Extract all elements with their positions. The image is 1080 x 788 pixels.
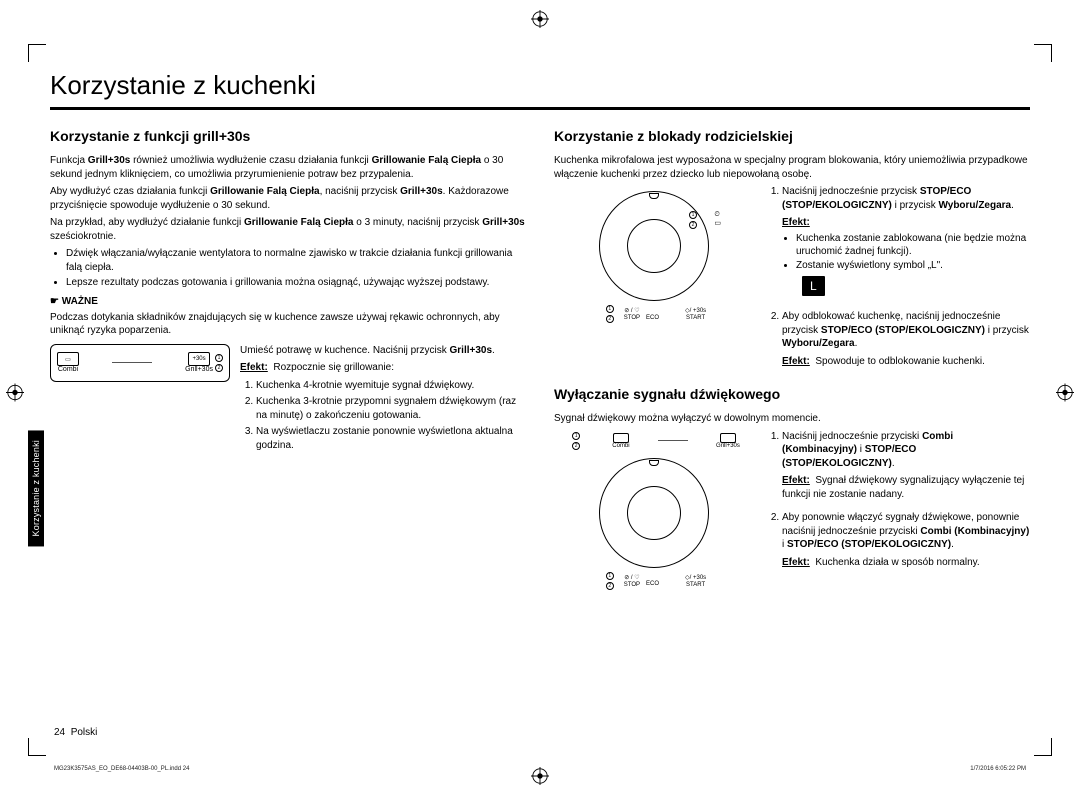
paragraph: Sygnał dźwiękowy można wyłączyć w dowoln… xyxy=(554,412,1030,426)
list-item: Lepsze rezultaty podczas gotowania i gri… xyxy=(66,276,526,290)
bullet-list: Dźwięk włączania/wyłączanie wentylatora … xyxy=(50,247,526,290)
footer-filename: MG23K3575AS_EO_DE68-04403B-00_PL.indd 24 xyxy=(54,766,189,772)
list-item: Kuchenka 4-krotnie wyemituje sygnał dźwi… xyxy=(256,379,526,393)
display-symbol-chip: L xyxy=(802,276,825,296)
step-item: Aby odblokować kuchenkę, naciśnij jednoc… xyxy=(782,310,1030,368)
right-column: Korzystanie z blokady rodzicielskiej Kuc… xyxy=(554,128,1030,590)
step-item: Naciśnij jednocześnie przycisk STOP/ECO … xyxy=(782,185,1030,300)
list-item: Zostanie wyświetlony symbol „L". xyxy=(796,259,1030,273)
step-item: Aby ponownie włączyć sygnały dźwiękowe, … xyxy=(782,511,1030,569)
crop-mark xyxy=(1034,738,1052,756)
dial-illustration-lock: 12 ⏲▭ 12 ⊘ / ♡STOP ECO ◇/ +30sSTART xyxy=(554,185,754,323)
crop-mark xyxy=(28,44,46,62)
paragraph: Na przykład, aby wydłużyć działanie funk… xyxy=(50,216,526,243)
crop-mark xyxy=(28,738,46,756)
section-heading-grill30s: Korzystanie z funkcji grill+30s xyxy=(50,128,526,144)
left-column: Korzystanie z funkcji grill+30s Funkcja … xyxy=(50,128,526,590)
important-heading: WAŻNE xyxy=(50,296,526,307)
registration-mark xyxy=(6,384,24,405)
control-panel-illustration: ▭ Combi +30s Grill+30s 12 xyxy=(50,344,230,382)
list-item: Na wyświetlaczu zostanie ponownie wyświe… xyxy=(256,425,526,453)
footer-timestamp: 1/7/2016 6:05:22 PM xyxy=(970,766,1026,772)
step-text: Umieść potrawę w kuchence. Naciśnij przy… xyxy=(240,344,526,455)
side-tab: Korzystanie z kuchenki xyxy=(28,430,44,546)
registration-mark xyxy=(531,10,549,31)
paragraph: Aby wydłużyć czas działania funkcji Gril… xyxy=(50,185,526,212)
paragraph: Kuchenka mikrofalowa jest wyposażona w s… xyxy=(554,154,1030,181)
section-heading-sound-off: Wyłączanie sygnału dźwiękowego xyxy=(554,386,1030,402)
dial-illustration-sound: 12 Combi Grill+30s 12 ⊘ / ♡STOP ECO ◇/ +… xyxy=(554,430,754,590)
list-item: Kuchenka 3-krotnie przypomni sygnałem dź… xyxy=(256,395,526,423)
page-number: 24 Polski xyxy=(54,727,97,738)
section-heading-childlock: Korzystanie z blokady rodzicielskiej xyxy=(554,128,1030,144)
list-item: Dźwięk włączania/wyłączanie wentylatora … xyxy=(66,247,526,274)
warning-text: Podczas dotykania składników znajdującyc… xyxy=(50,311,526,338)
registration-mark xyxy=(1056,384,1074,405)
list-item: Kuchenka zostanie zablokowana (nie będzi… xyxy=(796,232,1030,259)
page-title: Korzystanie z kuchenki xyxy=(50,70,1030,101)
paragraph: Funkcja Grill+30s również umożliwia wydł… xyxy=(50,154,526,181)
title-rule xyxy=(50,107,1030,110)
registration-mark xyxy=(531,767,549,788)
step-item: Naciśnij jednocześnie przyciski Combi (K… xyxy=(782,430,1030,502)
crop-mark xyxy=(1034,44,1052,62)
